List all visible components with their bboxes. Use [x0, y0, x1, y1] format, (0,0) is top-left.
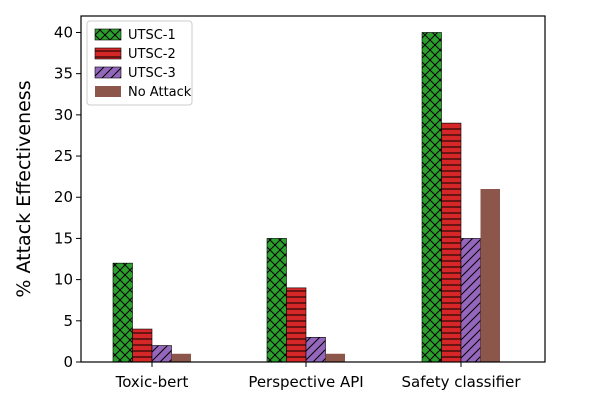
- legend-swatch-utsc-1: [94, 28, 122, 41]
- bar-no-attack-perspective-api: [325, 353, 345, 362]
- bars-layer: [112, 32, 500, 363]
- bar-no-attack-toxic-bert: [171, 353, 191, 362]
- legend-swatch-utsc-3: [94, 66, 122, 79]
- labels-layer: 0 5 10 15 20 25 30 35 40 Toxic-bert Perspective AP…: [13, 23, 521, 391]
- y-tick-label: 0: [63, 353, 73, 371]
- y-tick-label: 35: [54, 65, 73, 83]
- x-tick-label-safety-classifier: Safety classifier: [402, 373, 522, 391]
- bar-utsc-3-safety-classifier: [460, 238, 481, 363]
- x-tick-label-toxic-bert: Toxic-bert: [115, 373, 189, 391]
- bar-utsc-2-toxic-bert: [132, 328, 153, 363]
- legend-swatch-no-attack: [95, 86, 121, 97]
- y-tick-label: 20: [54, 188, 73, 206]
- plot-frame: [80, 15, 546, 363]
- bar-utsc-3-perspective-api: [305, 336, 326, 363]
- y-tick-label: 30: [54, 106, 73, 124]
- y-tick-label: 40: [54, 23, 73, 41]
- legend-label-utsc-3: UTSC-3: [128, 66, 176, 81]
- bar-utsc-1-safety-classifier: [421, 32, 442, 363]
- legend-label-no-attack: No Attack: [128, 85, 192, 100]
- legend-box: [86, 20, 193, 106]
- legend-swatch-utsc-2: [94, 47, 122, 60]
- y-tick-label: 5: [63, 312, 73, 330]
- bar-no-attack-safety-classifier: [480, 189, 500, 362]
- bar-utsc-1-toxic-bert: [112, 262, 133, 363]
- y-tick-label: 25: [54, 147, 73, 165]
- legend-label-utsc-1: UTSC-1: [128, 28, 176, 43]
- bar-utsc-1-perspective-api: [266, 238, 287, 363]
- bar-utsc-3-toxic-bert: [151, 345, 172, 363]
- bar-utsc-2-perspective-api: [286, 287, 307, 363]
- legend: UTSC-1 UTSC-2 UTSC-3 No Attack: [86, 20, 193, 106]
- legend-label-utsc-2: UTSC-2: [128, 47, 176, 62]
- y-tick-label: 15: [54, 229, 73, 247]
- axes-layer: [76, 15, 546, 367]
- y-tick-label: 10: [54, 271, 73, 289]
- bar-utsc-2-safety-classifier: [441, 122, 462, 363]
- x-tick-label-perspective-api: Perspective API: [248, 373, 363, 391]
- y-axis-label: % Attack Effectiveness: [13, 80, 35, 297]
